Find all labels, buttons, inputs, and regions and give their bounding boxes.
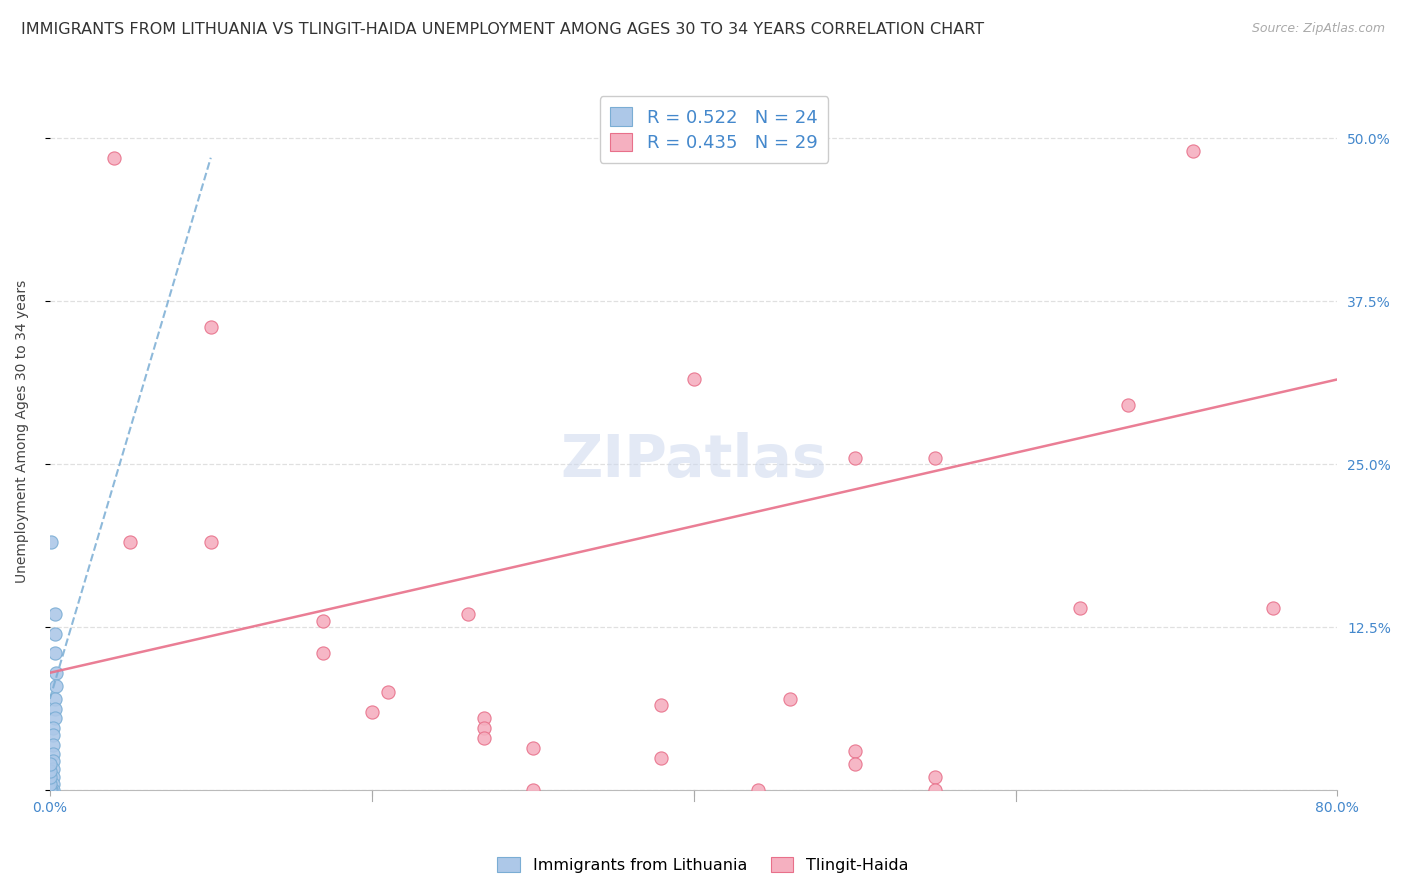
Point [38, 764, 60, 778]
Point [474, 711, 496, 725]
Point [44, 607, 66, 621]
Point [45, 679, 67, 693]
Point [377, 685, 399, 699]
Legend: Immigrants from Lithuania, Tlingit-Haida: Immigrants from Lithuania, Tlingit-Haida [491, 851, 915, 880]
Point [120, 535, 142, 549]
Point [844, 744, 866, 758]
Point [924, 770, 946, 784]
Point [474, 721, 496, 735]
Point [42, 721, 65, 735]
Y-axis label: Unemployment Among Ages 30 to 34 years: Unemployment Among Ages 30 to 34 years [15, 280, 30, 583]
Point [38, 783, 60, 797]
Point [38, 777, 60, 791]
Point [844, 450, 866, 465]
Point [522, 741, 544, 756]
Point [42, 747, 65, 761]
Point [457, 607, 479, 621]
Point [844, 757, 866, 772]
Point [42, 738, 65, 752]
Legend: R = 0.522   N = 24, R = 0.435   N = 29: R = 0.522 N = 24, R = 0.435 N = 29 [599, 96, 828, 163]
Point [650, 750, 672, 764]
Point [45, 665, 67, 680]
Point [682, 372, 704, 386]
Point [44, 626, 66, 640]
Point [42, 770, 65, 784]
Point [44, 646, 66, 660]
Point [924, 450, 946, 465]
Point [42, 762, 65, 776]
Point [38, 770, 60, 784]
Point [44, 702, 66, 716]
Point [1069, 600, 1091, 615]
Point [312, 646, 335, 660]
Point [42, 755, 65, 769]
Point [44, 691, 66, 706]
Point [747, 783, 769, 797]
Point [42, 777, 65, 791]
Point [474, 731, 496, 745]
Point [312, 614, 335, 628]
Point [42, 728, 65, 742]
Point [360, 705, 382, 719]
Point [41, 783, 63, 797]
Point [522, 783, 544, 797]
Point [779, 691, 801, 706]
Point [42, 783, 65, 797]
Point [200, 320, 222, 334]
Point [41, 535, 63, 549]
Text: Source: ZipAtlas.com: Source: ZipAtlas.com [1251, 22, 1385, 36]
Point [38, 757, 60, 772]
Text: IMMIGRANTS FROM LITHUANIA VS TLINGIT-HAIDA UNEMPLOYMENT AMONG AGES 30 TO 34 YEAR: IMMIGRANTS FROM LITHUANIA VS TLINGIT-HAI… [21, 22, 984, 37]
Point [650, 698, 672, 713]
Point [924, 783, 946, 797]
Point [44, 711, 66, 725]
Point [1181, 145, 1204, 159]
Point [1261, 600, 1284, 615]
Point [200, 535, 222, 549]
Point [1116, 399, 1139, 413]
Text: ZIPatlas: ZIPatlas [561, 432, 827, 489]
Point [103, 151, 125, 165]
